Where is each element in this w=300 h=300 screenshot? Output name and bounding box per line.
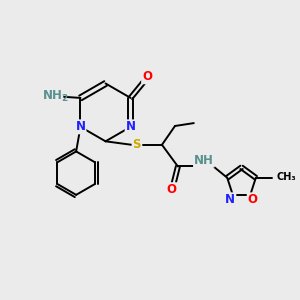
Text: O: O (142, 70, 152, 83)
Text: CH₃: CH₃ (277, 172, 297, 182)
Text: 2: 2 (62, 94, 68, 103)
Text: N: N (76, 120, 85, 134)
Text: NH: NH (194, 154, 214, 166)
Text: N: N (225, 193, 236, 206)
Text: O: O (248, 193, 258, 206)
Text: S: S (133, 138, 141, 151)
Text: O: O (166, 183, 176, 196)
Text: NH: NH (43, 88, 62, 101)
Text: N: N (126, 120, 136, 134)
